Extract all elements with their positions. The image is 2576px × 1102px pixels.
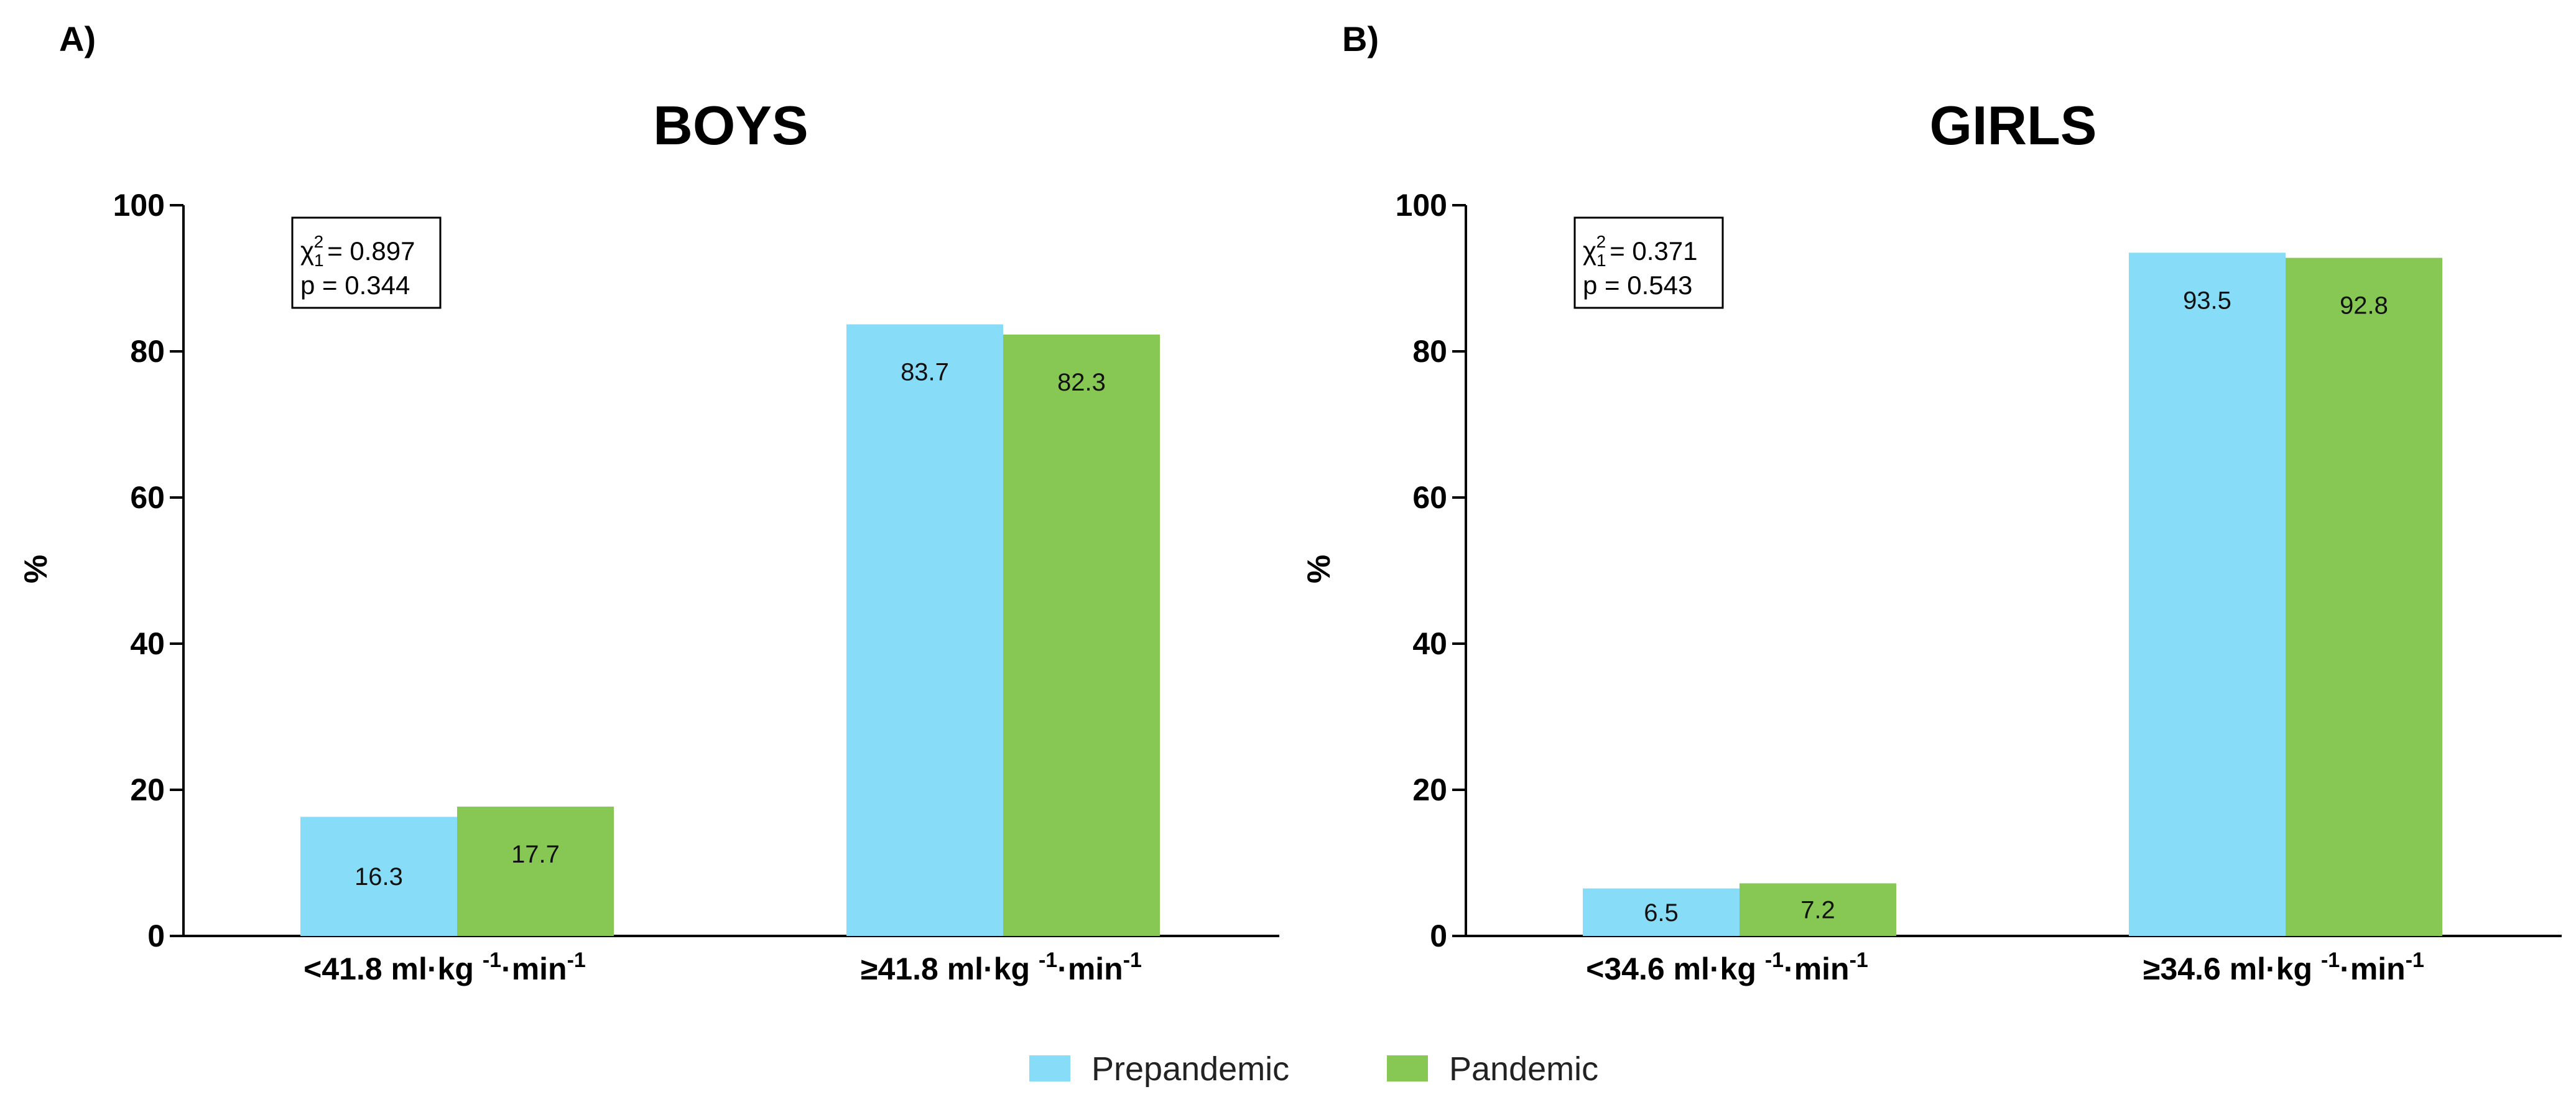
bar-boys-prepandemic-0 [300,817,457,936]
legend-label-pandemic: Pandemic [1449,1050,1598,1088]
value-labels-boys: 16.3 17.7 83.7 82.3 [354,359,1106,891]
legend-item-prepandemic: Prepandemic [1029,1050,1289,1088]
svg-text:≥41.8 ml·kg -1·min-1: ≥41.8 ml·kg -1·min-1 [861,948,1142,986]
legend-label-prepandemic: Prepandemic [1091,1050,1289,1088]
y-tick-label-boys-40: 40 [130,626,165,661]
bar-boys-pandemic-0 [457,807,614,936]
value-labels-girls: 6.5 7.2 93.5 92.8 [1644,287,2388,926]
y-tick-label-girls-0: 0 [1430,919,1447,953]
legend: Prepandemic Pandemic [1029,1050,1598,1088]
svg-text:≥34.6 ml·kg -1·min-1: ≥34.6 ml·kg -1·min-1 [2143,948,2424,986]
y-tick-label-girls-60: 60 [1412,480,1447,515]
y-tick-label-boys-60: 60 [130,480,165,515]
stat-box-frame-boys [291,216,442,309]
svg-text:<41.8 ml·kg -1·min-1: <41.8 ml·kg -1·min-1 [303,948,586,986]
y-tick-label-boys-80: 80 [130,334,165,369]
svg-text:<34.6 ml·kg -1·min-1: <34.6 ml·kg -1·min-1 [1586,948,1868,986]
bar-girls-pandemic-0 [1740,883,1896,936]
panel-label-b: B) [1342,19,1379,58]
bars-girls [1583,252,2442,937]
value-label-boys-pandemic-1: 82.3 [1057,369,1106,396]
value-label-boys-prepandemic-1: 83.7 [901,359,949,386]
y-ticks-boys: 0 20 40 60 80 100 [113,188,183,953]
x-category-label-boys-low: <41.8 ml·kg -1·min-1 [303,948,586,986]
stat-box-frame-girls [1573,216,1724,309]
bar-girls-prepandemic-1 [2129,252,2286,936]
y-tick-label-boys-0: 0 [147,919,165,953]
bar-girls-prepandemic-0 [1583,888,1740,936]
legend-swatch-prepandemic [1029,1055,1070,1081]
y-tick-label-boys-20: 20 [130,772,165,807]
stat-box-girls: χ12 = 0.371 p = 0.543 [1573,216,1724,309]
x-category-label-girls-high: ≥34.6 ml·kg -1·min-1 [2143,948,2424,986]
bars-boys [300,324,1160,936]
value-label-boys-pandemic-0: 17.7 [511,841,560,868]
panel-label-a: A) [59,19,96,58]
legend-swatch-pandemic [1387,1055,1428,1081]
value-label-girls-pandemic-1: 92.8 [2340,292,2388,320]
p-value-text-girls: p = 0.543 [1583,271,1692,300]
bar-boys-prepandemic-1 [846,324,1003,936]
legend-item-pandemic: Pandemic [1387,1050,1598,1088]
x-category-label-girls-low: <34.6 ml·kg -1·min-1 [1586,948,1868,986]
chart-title-boys: BOYS [653,95,808,156]
bar-boys-pandemic-1 [1003,334,1160,936]
value-label-girls-pandemic-0: 7.2 [1800,897,1835,924]
y-tick-label-girls-40: 40 [1412,626,1447,661]
value-label-girls-prepandemic-1: 93.5 [2183,287,2231,314]
bar-girls-pandemic-1 [2286,257,2442,937]
value-label-girls-prepandemic-0: 6.5 [1644,899,1679,927]
y-tick-label-boys-100: 100 [113,188,165,223]
x-category-label-boys-high: ≥41.8 ml·kg -1·min-1 [861,948,1142,986]
y-axis-label-girls: % [1301,555,1337,583]
stat-box-boys: χ12 = 0.897 p = 0.344 [291,216,442,309]
y-tick-label-girls-20: 20 [1412,772,1447,807]
chi-square-text-boys: χ12 = 0.897 [300,232,415,270]
y-tick-label-girls-100: 100 [1396,188,1447,223]
y-ticks-girls: 0 20 40 60 80 100 [1396,188,1466,953]
y-tick-label-girls-80: 80 [1412,334,1447,369]
chart-girls: B) GIRLS % 0 20 40 60 80 100 6.5 7.2 93.5 92.8 <… [1301,19,2562,986]
y-axis-label-boys: % [18,555,54,583]
chart-title-girls: GIRLS [1930,95,2097,156]
chi-square-text-girls: χ12 = 0.371 [1583,232,1698,270]
value-label-boys-prepandemic-0: 16.3 [354,863,403,891]
p-value-text-boys: p = 0.344 [300,271,410,300]
